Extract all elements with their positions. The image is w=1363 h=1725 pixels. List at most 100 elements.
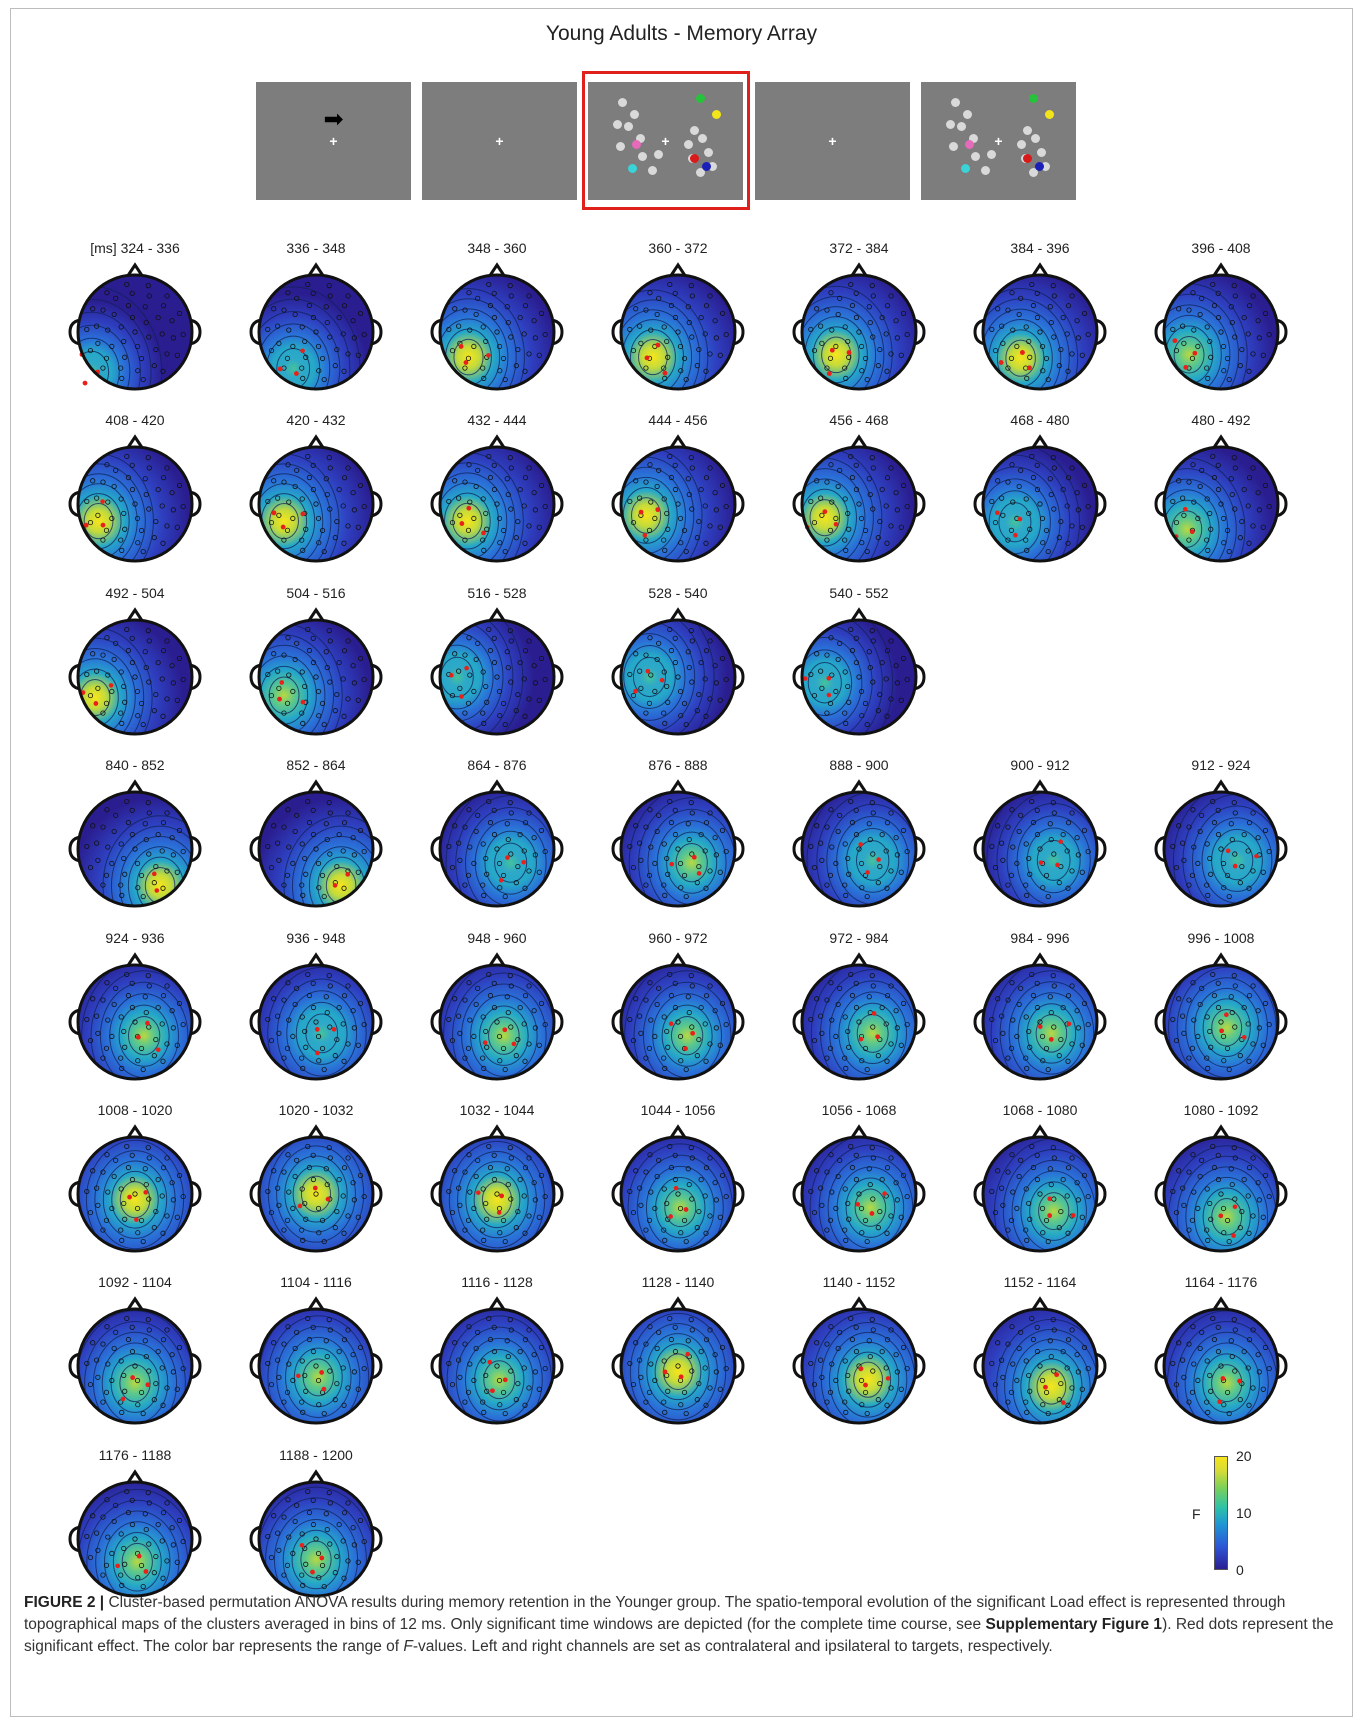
array-item-grey — [698, 134, 707, 143]
time-window-label: 864 - 876 — [467, 757, 527, 773]
time-window-label: 1104 - 1116 — [280, 1274, 352, 1290]
array-item-grey — [1017, 140, 1026, 149]
scalp-topomap — [68, 607, 202, 736]
colorbar-gradient — [1214, 1456, 1228, 1570]
time-window-label: 1020 - 1032 — [278, 1102, 354, 1118]
colorbar-label: F — [1192, 1506, 1201, 1522]
topomap-panel: 936 - 948 — [241, 930, 391, 1088]
topomap-panel: 984 - 996 — [965, 930, 1115, 1088]
array-item-grey — [957, 122, 966, 131]
array-item-grey — [1041, 162, 1050, 171]
scalp-topomap — [1154, 952, 1288, 1081]
scalp-topomap — [249, 434, 383, 563]
scalp-topomap — [973, 779, 1107, 908]
topomap-panel: 1116 - 1128 — [422, 1274, 572, 1432]
scalp-topomap — [249, 1469, 383, 1598]
scalp-topomap — [249, 1296, 383, 1425]
time-window-label: 504 - 516 — [286, 585, 346, 601]
colorbar-min-label: 0 — [1236, 1562, 1244, 1578]
topomap-panel: 1080 - 1092 — [1146, 1102, 1296, 1260]
time-window-label: 492 - 504 — [105, 585, 165, 601]
time-window-label: 840 - 852 — [105, 757, 165, 773]
topomap-panel: 528 - 540 — [603, 585, 753, 743]
time-window-label: 1092 - 1104 — [98, 1274, 172, 1290]
time-window-label: 948 - 960 — [467, 930, 527, 946]
topomap-panel: 504 - 516 — [241, 585, 391, 743]
array-item-grey — [624, 122, 633, 131]
time-window-label: 408 - 420 — [105, 412, 165, 428]
topomap-panel: 432 - 444 — [422, 412, 572, 570]
time-window-label: 876 - 888 — [648, 757, 708, 773]
fixation-cross: + — [828, 133, 837, 149]
figure-frame — [10, 8, 1353, 1717]
scalp-topomap — [611, 779, 745, 908]
figure-label: FIGURE 2 | — [24, 1594, 105, 1611]
caption-text-3: -values. Left and right channels are set… — [412, 1638, 1053, 1655]
array-item-grey — [1029, 168, 1038, 177]
fixation-cross: + — [329, 133, 338, 149]
time-window-label: 336 - 348 — [286, 240, 346, 256]
array-item-grey — [1031, 134, 1040, 143]
scalp-topomap — [249, 1124, 383, 1253]
array-item-grey — [1023, 126, 1032, 135]
array-item-grey — [613, 120, 622, 129]
time-window-label: 456 - 468 — [829, 412, 889, 428]
colorbar: 20 10 0 F — [1184, 1448, 1264, 1580]
scalp-topomap — [973, 262, 1107, 391]
time-window-label: 528 - 540 — [648, 585, 708, 601]
highlighted-screen-box — [582, 71, 750, 210]
scalp-topomap — [249, 952, 383, 1081]
scalp-topomap — [430, 607, 564, 736]
time-window-label: 1032 - 1044 — [459, 1102, 535, 1118]
trial-sequence: ➡ + + + + + — [0, 0, 1363, 210]
array-item-grey — [618, 98, 627, 107]
time-window-label: 1068 - 1080 — [1002, 1102, 1078, 1118]
scalp-topomap — [430, 1124, 564, 1253]
array-item-grey — [638, 152, 647, 161]
time-window-label: 1140 - 1152 — [822, 1274, 896, 1290]
topomap-grid: [ms] 324 - 336 336 - 348 348 - 360 360 - 37… — [60, 240, 1296, 1598]
time-window-label: 852 - 864 — [286, 757, 346, 773]
array-item-colored — [696, 94, 705, 103]
fixation-cross: + — [994, 133, 1003, 149]
scalp-topomap — [430, 434, 564, 563]
array-item-colored — [961, 164, 970, 173]
caption-text-2: ). Red dots represent the significant ef… — [24, 1616, 1334, 1655]
topomap-panel: 1068 - 1080 — [965, 1102, 1115, 1260]
topomap-panel: 1008 - 1020 — [60, 1102, 210, 1260]
scalp-topomap — [430, 262, 564, 391]
topomap-panel: 912 - 924 — [1146, 757, 1296, 915]
array-item-colored — [632, 140, 641, 149]
scalp-topomap — [611, 434, 745, 563]
array-item-grey — [987, 150, 996, 159]
topomap-panel: 888 - 900 — [784, 757, 934, 915]
array-item-grey — [708, 162, 717, 171]
topomap-panel: 1164 - 1176 — [1146, 1274, 1296, 1432]
scalp-topomap — [792, 952, 926, 1081]
topomap-panel: 480 - 492 — [1146, 412, 1296, 570]
time-window-label: 1116 - 1128 — [461, 1274, 533, 1290]
caption-text-1: Cluster-based permutation ANOVA results … — [24, 1594, 1286, 1633]
topomap-panel: 864 - 876 — [422, 757, 572, 915]
figure-caption: FIGURE 2 | Cluster-based permutation ANO… — [24, 1592, 1342, 1658]
array-item-grey — [963, 110, 972, 119]
topomap-panel: 948 - 960 — [422, 930, 572, 1088]
array-item-colored — [690, 154, 699, 163]
time-window-label: 1128 - 1140 — [641, 1274, 715, 1290]
time-window-label: [ms] 324 - 336 — [90, 240, 180, 256]
time-window-label: 1056 - 1068 — [821, 1102, 897, 1118]
time-window-label: 348 - 360 — [467, 240, 527, 256]
array-item-colored — [1029, 94, 1038, 103]
topomap-panel: 516 - 528 — [422, 585, 572, 743]
topomap-panel: 1056 - 1068 — [784, 1102, 934, 1260]
array-item-colored — [628, 164, 637, 173]
topomap-panel: 1032 - 1044 — [422, 1102, 572, 1260]
scalp-topomap — [973, 952, 1107, 1081]
topomap-panel: 468 - 480 — [965, 412, 1115, 570]
scalp-topomap — [68, 1469, 202, 1598]
time-window-label: 480 - 492 — [1191, 412, 1251, 428]
fixation-cross: + — [661, 133, 670, 149]
topomap-panel: 1020 - 1032 — [241, 1102, 391, 1260]
scalp-topomap — [249, 262, 383, 391]
topomap-panel: 336 - 348 — [241, 240, 391, 398]
